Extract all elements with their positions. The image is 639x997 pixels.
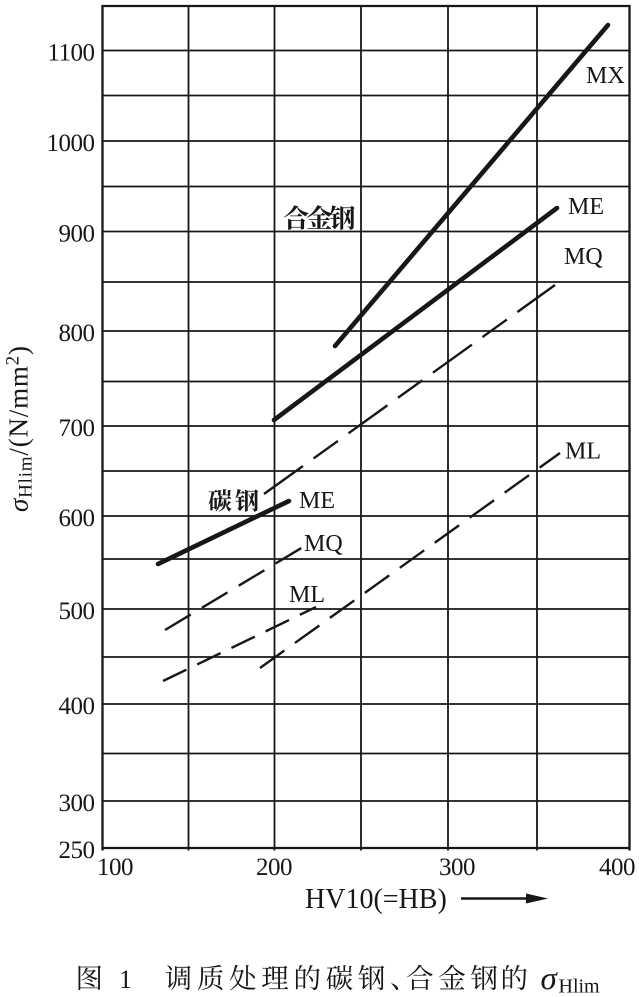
svg-text:1000: 1000 (47, 130, 95, 157)
svg-text:1: 1 (119, 965, 132, 994)
svg-text:800: 800 (59, 320, 95, 347)
svg-text:ML: ML (565, 439, 601, 465)
svg-text:HV10(=HB): HV10(=HB) (305, 884, 447, 915)
svg-text:250: 250 (59, 837, 95, 864)
svg-text:σ: σ (541, 961, 559, 997)
svg-text:400: 400 (59, 693, 95, 720)
svg-text:700: 700 (59, 415, 95, 442)
svg-text:Hlim: Hlim (559, 976, 601, 997)
svg-text:300: 300 (439, 854, 475, 881)
svg-text:900: 900 (59, 221, 95, 248)
svg-text:σHlim/(N/mm2): σHlim/(N/mm2) (3, 345, 37, 512)
svg-text:500: 500 (59, 598, 95, 625)
svg-text:100: 100 (97, 854, 133, 881)
svg-text:300: 300 (59, 790, 95, 817)
svg-text:ME: ME (568, 194, 604, 220)
svg-text:200: 200 (256, 854, 292, 881)
svg-text:MQ: MQ (304, 531, 343, 557)
svg-text:1100: 1100 (47, 40, 94, 67)
svg-text:ME: ME (299, 488, 335, 514)
svg-text:MX: MX (586, 63, 625, 89)
svg-text:ML: ML (289, 582, 325, 608)
svg-text:MQ: MQ (564, 244, 603, 270)
svg-text:600: 600 (59, 505, 95, 532)
svg-text:400: 400 (599, 854, 635, 881)
